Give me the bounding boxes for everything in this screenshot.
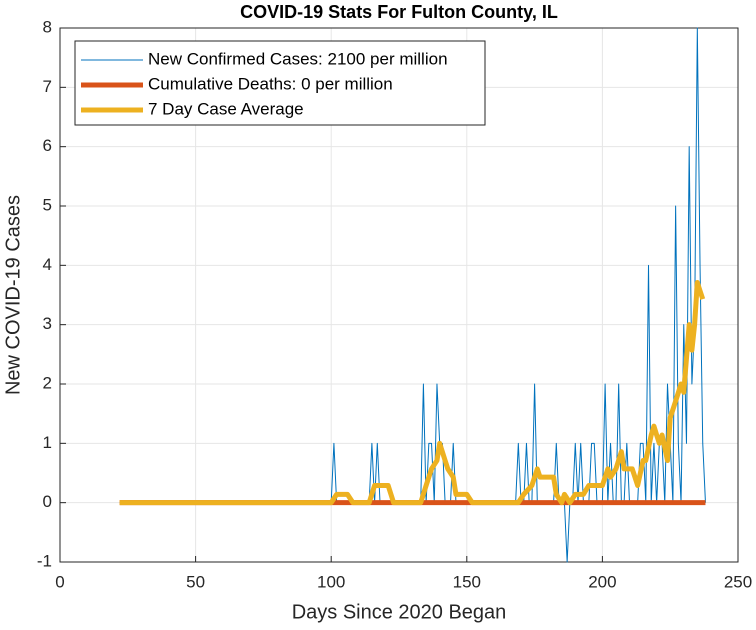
legend-label: Cumulative Deaths: 0 per million bbox=[148, 74, 393, 93]
x-tick-label: 250 bbox=[724, 572, 752, 591]
y-tick-label: 7 bbox=[43, 77, 52, 96]
legend: New Confirmed Cases: 2100 per million Cum… bbox=[74, 40, 486, 126]
x-tick-label: 200 bbox=[588, 572, 616, 591]
y-tick-label: -1 bbox=[37, 551, 52, 570]
y-tick-label: 6 bbox=[43, 136, 52, 155]
plot-frame bbox=[59, 27, 739, 563]
legend-label: New Confirmed Cases: 2100 per million bbox=[148, 49, 448, 68]
x-tick-label: 50 bbox=[186, 572, 205, 591]
y-axis-label: New COVID-19 Cases bbox=[2, 195, 24, 395]
y-tick-label: 5 bbox=[43, 195, 52, 214]
data-line bbox=[119, 280, 706, 506]
y-tick-label: 8 bbox=[43, 17, 52, 36]
legend-box bbox=[74, 40, 486, 126]
x-axis-label: Days Since 2020 Began bbox=[292, 601, 507, 623]
y-tick-label: 0 bbox=[43, 492, 52, 511]
x-tick-label: 0 bbox=[55, 572, 64, 591]
chart-title: COVID-19 Stats For Fulton County, IL bbox=[240, 2, 558, 22]
y-tick-label: 4 bbox=[43, 255, 52, 274]
x-tick-label: 100 bbox=[317, 572, 345, 591]
y-tick-label: 3 bbox=[43, 314, 52, 333]
x-tick-label: 150 bbox=[453, 572, 481, 591]
y-tick-label: 2 bbox=[43, 373, 52, 392]
y-tick-label: 1 bbox=[43, 433, 52, 452]
legend-label: 7 Day Case Average bbox=[148, 99, 304, 118]
